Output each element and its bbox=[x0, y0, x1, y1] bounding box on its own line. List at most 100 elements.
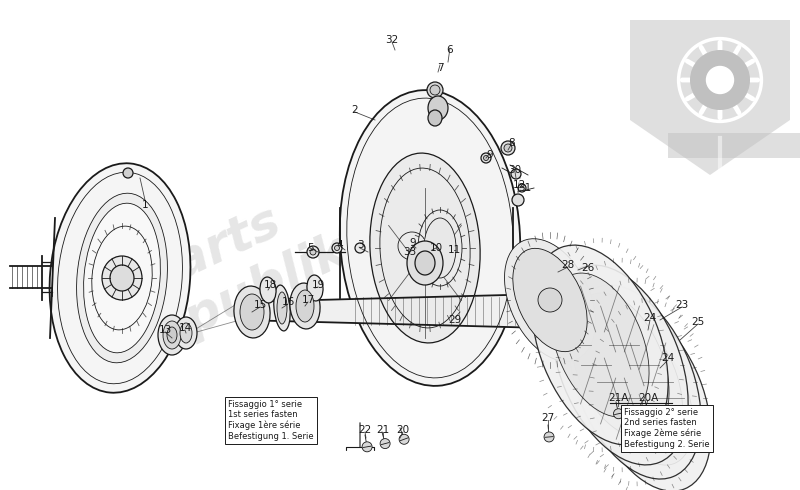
Text: 32: 32 bbox=[386, 35, 398, 45]
Ellipse shape bbox=[430, 85, 440, 95]
Text: 26: 26 bbox=[582, 263, 594, 273]
Ellipse shape bbox=[424, 218, 456, 278]
Text: 8: 8 bbox=[509, 138, 515, 148]
Text: 27: 27 bbox=[542, 413, 554, 423]
Text: Fissaggio 2° serie
2nd series fasten
Fixage 2ème série
Befestigung 2. Serie: Fissaggio 2° serie 2nd series fasten Fix… bbox=[624, 408, 710, 449]
Ellipse shape bbox=[501, 141, 515, 155]
Ellipse shape bbox=[290, 283, 320, 329]
Circle shape bbox=[614, 409, 623, 419]
Ellipse shape bbox=[240, 294, 264, 330]
Text: Parts
Republik: Parts Republik bbox=[91, 176, 357, 373]
Ellipse shape bbox=[167, 327, 177, 343]
Text: Fissaggio 1° serie
1st series fasten
Fixage 1ère série
Befestigung 1. Serie: Fissaggio 1° serie 1st series fasten Fix… bbox=[228, 400, 314, 441]
Text: 21A: 21A bbox=[608, 393, 628, 403]
Ellipse shape bbox=[110, 265, 134, 291]
Text: 15: 15 bbox=[254, 300, 266, 310]
Ellipse shape bbox=[123, 168, 133, 178]
Text: 2: 2 bbox=[352, 105, 358, 115]
Text: 16: 16 bbox=[282, 297, 294, 307]
Ellipse shape bbox=[260, 277, 276, 303]
Ellipse shape bbox=[427, 82, 443, 98]
Ellipse shape bbox=[571, 293, 669, 437]
Text: 19: 19 bbox=[311, 280, 325, 290]
Ellipse shape bbox=[518, 184, 526, 192]
Text: 31: 31 bbox=[518, 183, 532, 193]
Ellipse shape bbox=[307, 246, 319, 258]
Text: 13: 13 bbox=[158, 325, 172, 335]
Text: 10: 10 bbox=[430, 243, 442, 253]
Text: 11: 11 bbox=[447, 245, 461, 255]
Circle shape bbox=[706, 67, 734, 94]
Ellipse shape bbox=[415, 251, 435, 275]
Ellipse shape bbox=[552, 265, 688, 465]
Text: 7: 7 bbox=[437, 63, 443, 73]
Ellipse shape bbox=[513, 248, 587, 352]
Circle shape bbox=[715, 173, 725, 183]
Ellipse shape bbox=[585, 305, 711, 490]
Ellipse shape bbox=[481, 153, 491, 163]
Ellipse shape bbox=[569, 285, 701, 479]
Ellipse shape bbox=[77, 193, 167, 363]
Text: 3: 3 bbox=[357, 240, 363, 250]
Ellipse shape bbox=[332, 243, 342, 253]
Ellipse shape bbox=[234, 286, 270, 338]
Text: 24: 24 bbox=[662, 353, 674, 363]
Text: 5: 5 bbox=[306, 243, 314, 253]
Ellipse shape bbox=[504, 144, 512, 152]
Ellipse shape bbox=[505, 239, 595, 361]
Ellipse shape bbox=[428, 110, 442, 126]
Ellipse shape bbox=[587, 312, 682, 452]
Text: 20A: 20A bbox=[638, 393, 658, 403]
Ellipse shape bbox=[296, 290, 314, 322]
Ellipse shape bbox=[163, 321, 181, 349]
Text: 6: 6 bbox=[446, 45, 454, 55]
Text: 4: 4 bbox=[337, 240, 343, 250]
Circle shape bbox=[399, 434, 409, 444]
Ellipse shape bbox=[175, 317, 197, 349]
Circle shape bbox=[643, 407, 653, 416]
Ellipse shape bbox=[277, 292, 287, 324]
Text: 9: 9 bbox=[410, 238, 416, 248]
Ellipse shape bbox=[340, 90, 520, 386]
Ellipse shape bbox=[274, 285, 290, 331]
Text: 20: 20 bbox=[397, 425, 410, 435]
Text: 1: 1 bbox=[142, 200, 148, 210]
Text: 21: 21 bbox=[376, 425, 390, 435]
Text: 33: 33 bbox=[403, 247, 417, 257]
Text: 22: 22 bbox=[358, 425, 372, 435]
Text: 12: 12 bbox=[512, 180, 526, 190]
Circle shape bbox=[544, 432, 554, 442]
Circle shape bbox=[690, 50, 750, 110]
Ellipse shape bbox=[83, 203, 161, 353]
Ellipse shape bbox=[102, 256, 142, 300]
Ellipse shape bbox=[334, 245, 339, 250]
Ellipse shape bbox=[50, 163, 190, 392]
Polygon shape bbox=[240, 294, 545, 328]
Ellipse shape bbox=[511, 169, 521, 179]
Ellipse shape bbox=[483, 155, 489, 161]
Circle shape bbox=[380, 439, 390, 448]
Ellipse shape bbox=[512, 194, 524, 206]
Text: 23: 23 bbox=[675, 300, 689, 310]
Text: 9: 9 bbox=[486, 150, 494, 160]
Ellipse shape bbox=[551, 273, 649, 417]
Text: 18: 18 bbox=[263, 280, 277, 290]
Ellipse shape bbox=[370, 153, 480, 343]
Ellipse shape bbox=[307, 275, 323, 301]
Ellipse shape bbox=[180, 323, 192, 343]
Text: 17: 17 bbox=[302, 295, 314, 305]
Circle shape bbox=[362, 442, 372, 452]
Text: 24: 24 bbox=[643, 313, 657, 323]
Ellipse shape bbox=[532, 245, 668, 445]
Ellipse shape bbox=[158, 315, 186, 355]
Text: 30: 30 bbox=[509, 165, 522, 175]
Ellipse shape bbox=[355, 243, 365, 253]
Ellipse shape bbox=[407, 241, 443, 285]
Text: 29: 29 bbox=[448, 315, 462, 325]
Circle shape bbox=[538, 288, 562, 312]
Text: 25: 25 bbox=[691, 317, 705, 327]
Ellipse shape bbox=[602, 331, 694, 465]
Polygon shape bbox=[630, 20, 790, 175]
Text: 14: 14 bbox=[178, 323, 192, 333]
Ellipse shape bbox=[428, 96, 448, 120]
